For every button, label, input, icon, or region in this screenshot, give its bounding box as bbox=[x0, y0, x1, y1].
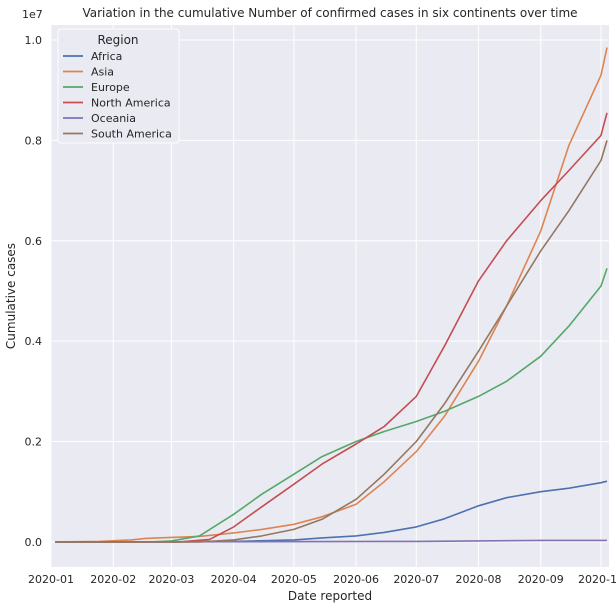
series-line-south-america bbox=[55, 140, 608, 543]
legend-label-north-america: North America bbox=[91, 97, 171, 110]
legend-label-oceania: Oceania bbox=[91, 112, 136, 125]
legend-label-africa: Africa bbox=[91, 50, 122, 63]
y-tick-label: 0.4 bbox=[25, 335, 43, 348]
chart-title: Variation in the cumulative Number of co… bbox=[82, 6, 577, 20]
y-tick-label: 0.2 bbox=[25, 436, 43, 449]
y-axis-label: Cumulative cases bbox=[4, 243, 18, 349]
legend-box bbox=[57, 28, 180, 144]
legend-label-asia: Asia bbox=[91, 66, 114, 79]
y-tick-label: 0.6 bbox=[25, 235, 43, 248]
x-tick-label: 2020-05 bbox=[271, 573, 317, 586]
x-axis-label: Date reported bbox=[288, 589, 372, 603]
x-tick-label: 2020-03 bbox=[148, 573, 194, 586]
y-axis-ticks: 0.0 0.2 0.4 0.6 0.8 1.0 bbox=[25, 34, 43, 549]
series-line-north-america bbox=[55, 112, 608, 543]
y-tick-label: 1.0 bbox=[25, 34, 43, 47]
series-line-asia bbox=[54, 47, 608, 543]
x-tick-label: 2020-06 bbox=[333, 573, 379, 586]
x-tick-label: 2020-10 bbox=[578, 573, 616, 586]
y-tick-label: 0.8 bbox=[25, 134, 43, 147]
series-lines bbox=[54, 47, 608, 543]
legend-title: Region bbox=[97, 33, 138, 47]
legend-label-south-america: South America bbox=[91, 128, 172, 141]
legend: Region Africa Asia Europe North America Ocea… bbox=[57, 28, 180, 144]
x-tick-label: 2020-08 bbox=[456, 573, 502, 586]
y-scale-label: 1e7 bbox=[22, 8, 43, 21]
y-tick-label: 0.0 bbox=[25, 536, 43, 549]
series-line-europe bbox=[55, 268, 608, 543]
x-axis-ticks: 2020-01 2020-02 2020-03 2020-04 2020-05 2020-… bbox=[28, 573, 616, 586]
legend-label-europe: Europe bbox=[91, 81, 130, 94]
x-tick-label: 2020-07 bbox=[393, 573, 439, 586]
x-tick-label: 2020-09 bbox=[518, 573, 564, 586]
x-tick-label: 2020-01 bbox=[28, 573, 74, 586]
x-tick-label: 2020-02 bbox=[90, 573, 136, 586]
x-tick-label: 2020-04 bbox=[211, 573, 257, 586]
